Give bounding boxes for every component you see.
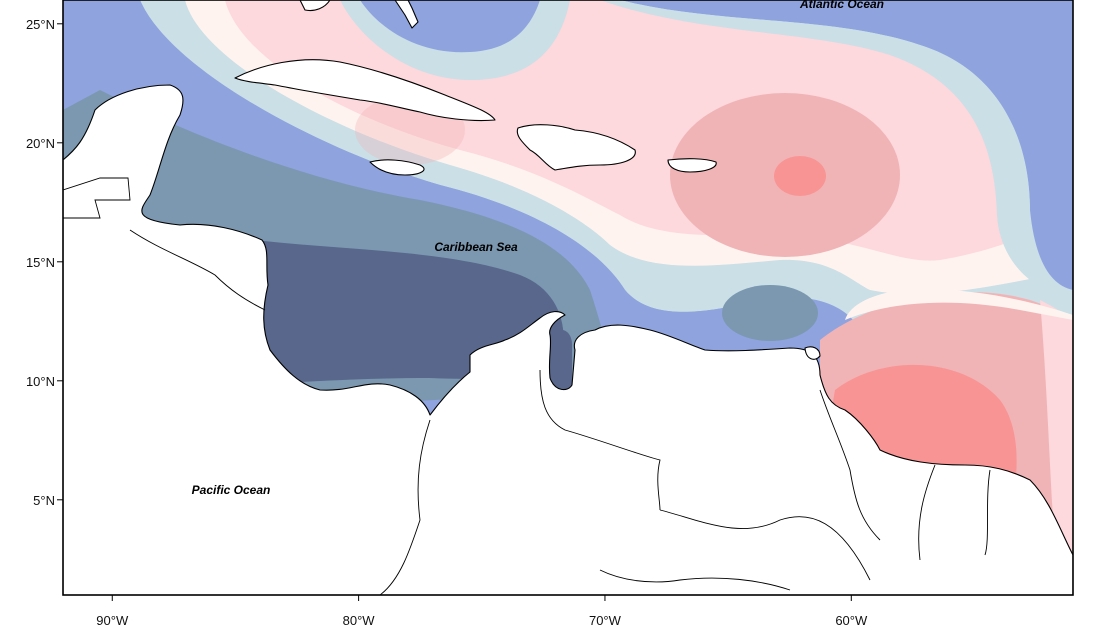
y-tick-label: 15°N (26, 255, 55, 270)
border-colombia-venezuela (539, 369, 661, 511)
anomaly-southeast-cream (845, 289, 1073, 320)
anomaly-maracaibo-dark (548, 329, 572, 391)
land-trinidad (804, 346, 821, 360)
map-frame (62, 0, 1074, 596)
anomaly-slate-pocket (722, 285, 818, 341)
border-brazil (659, 509, 871, 581)
x-tick-label: 60°W (835, 613, 868, 628)
border-guyana-suriname (918, 464, 936, 561)
x-tick-label: 70°W (589, 613, 622, 628)
caribbean-sea-label: Caribbean Sea (434, 240, 518, 254)
map-plot-area (63, 0, 1073, 595)
land-puerto-rico (667, 158, 717, 173)
pacific-ocean-label: Pacific Ocean (192, 483, 271, 497)
x-tick-label: 90°W (96, 613, 129, 628)
land-americas (63, 84, 1073, 595)
y-tick-label: 20°N (26, 136, 55, 151)
anomaly-northeast-deep-blue (620, 0, 1073, 290)
border-peru-ecuador (599, 569, 791, 591)
y-tick-label: 25°N (26, 17, 55, 32)
border-central-america (129, 229, 266, 311)
y-tick-label: 10°N (26, 374, 55, 389)
border-colombia-south (379, 419, 431, 595)
anomaly-northeast-pale-ring (600, 0, 1073, 300)
anomaly-red-core (774, 156, 826, 196)
border-mexico-guatemala (63, 177, 131, 219)
y-axis: 25°N 20°N 15°N 10°N 5°N (26, 17, 63, 508)
x-tick-label: 80°W (343, 613, 376, 628)
land-cuba (234, 59, 496, 122)
border-venezuela-guyana (819, 389, 881, 541)
border-suriname-guiana (984, 469, 991, 556)
y-tick-label: 5°N (33, 493, 55, 508)
x-axis: 90°W 80°W 70°W 60°W (96, 595, 868, 628)
land-hispaniola (516, 124, 636, 171)
land-jamaica (369, 159, 425, 176)
anomaly-southeast-light-pink (1040, 300, 1073, 595)
land-bahamas (394, 0, 419, 29)
atlantic-ocean-label: Atlantic Ocean (799, 0, 884, 11)
